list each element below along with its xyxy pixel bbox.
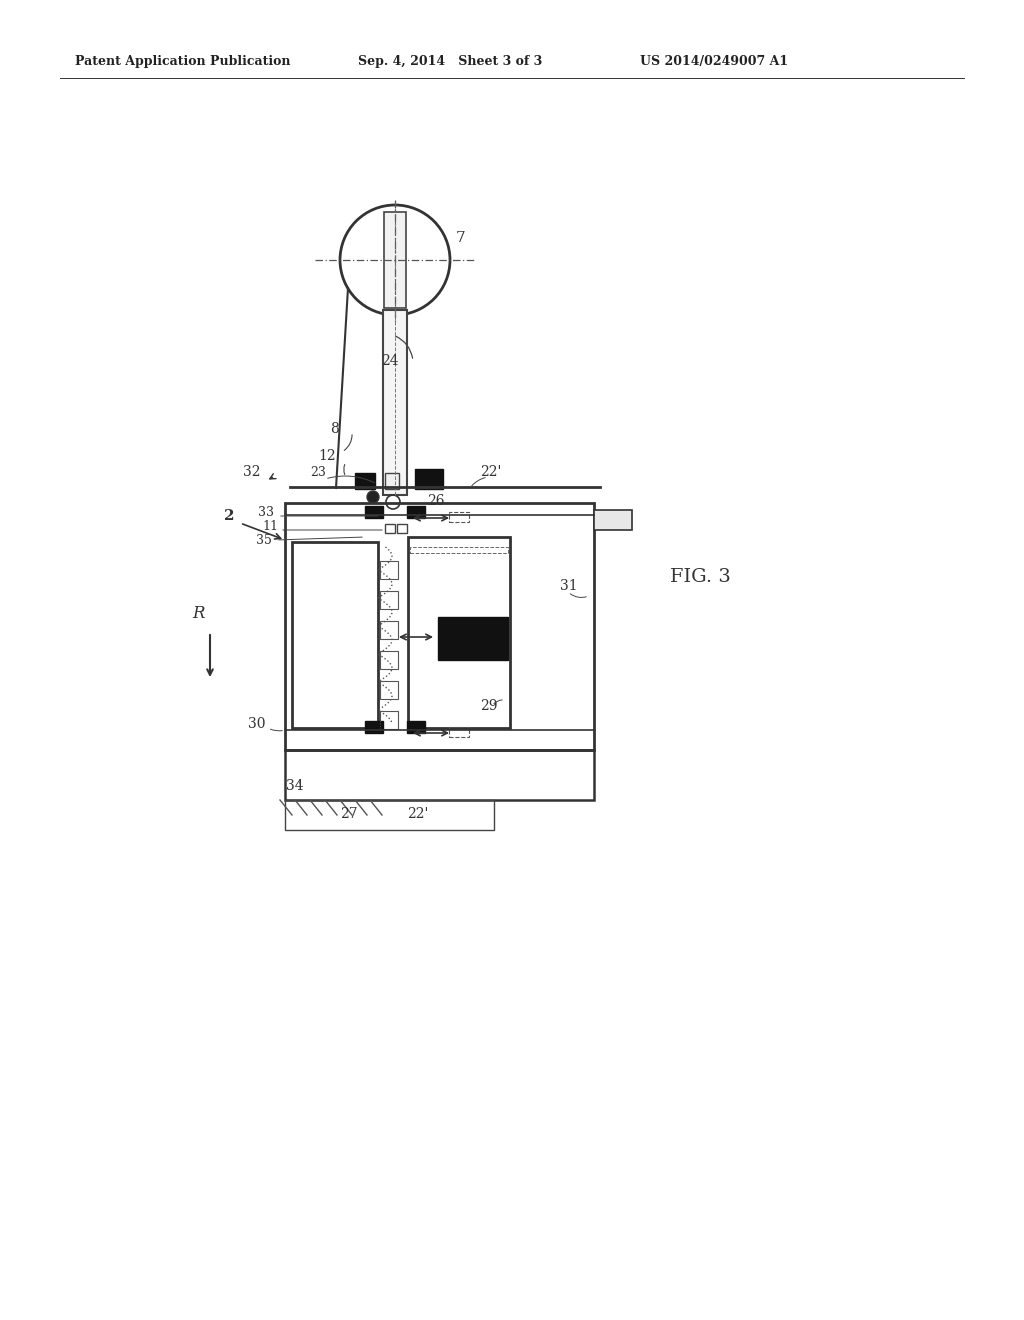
Text: 26: 26 xyxy=(427,494,444,508)
Text: 35: 35 xyxy=(256,535,272,546)
Text: Patent Application Publication: Patent Application Publication xyxy=(75,55,291,69)
Text: 32: 32 xyxy=(243,465,260,479)
Text: 23: 23 xyxy=(310,466,326,479)
Bar xyxy=(410,546,508,553)
Text: 8: 8 xyxy=(330,422,339,436)
Bar xyxy=(355,473,375,488)
Bar xyxy=(449,727,469,737)
Bar xyxy=(385,473,399,488)
Text: US 2014/0249007 A1: US 2014/0249007 A1 xyxy=(640,55,788,69)
Text: 30: 30 xyxy=(248,717,265,731)
Bar xyxy=(380,651,398,669)
Text: 33: 33 xyxy=(258,506,274,519)
Bar xyxy=(383,310,407,495)
Bar xyxy=(380,711,398,729)
Bar xyxy=(380,681,398,700)
Text: 29: 29 xyxy=(480,700,498,713)
Text: 11: 11 xyxy=(262,520,278,533)
Text: 24: 24 xyxy=(381,354,398,368)
Bar xyxy=(380,620,398,639)
Bar xyxy=(285,750,594,800)
Text: FIG. 3: FIG. 3 xyxy=(670,568,731,586)
Bar xyxy=(385,524,395,533)
Text: 22': 22' xyxy=(480,465,502,479)
Bar xyxy=(285,800,494,830)
Bar xyxy=(365,721,383,733)
Text: 31: 31 xyxy=(560,579,578,593)
Bar xyxy=(408,537,510,729)
Bar xyxy=(384,213,406,308)
Bar xyxy=(415,469,443,488)
Text: 12: 12 xyxy=(318,449,336,463)
Bar xyxy=(380,591,398,609)
Text: 22': 22' xyxy=(407,807,428,821)
Text: 2: 2 xyxy=(224,510,234,523)
Text: 34: 34 xyxy=(286,779,304,793)
Bar xyxy=(407,721,425,733)
Bar xyxy=(365,506,383,517)
Bar xyxy=(438,616,508,660)
Bar xyxy=(407,506,425,517)
Bar xyxy=(285,503,594,750)
Text: 27: 27 xyxy=(340,807,357,821)
Bar xyxy=(594,510,632,531)
Bar xyxy=(449,512,469,521)
Bar xyxy=(292,543,378,729)
Circle shape xyxy=(367,491,379,503)
Text: R: R xyxy=(193,605,205,622)
Bar xyxy=(397,524,407,533)
Bar xyxy=(380,561,398,579)
Text: Sep. 4, 2014   Sheet 3 of 3: Sep. 4, 2014 Sheet 3 of 3 xyxy=(358,55,543,69)
Text: 7: 7 xyxy=(456,231,466,246)
